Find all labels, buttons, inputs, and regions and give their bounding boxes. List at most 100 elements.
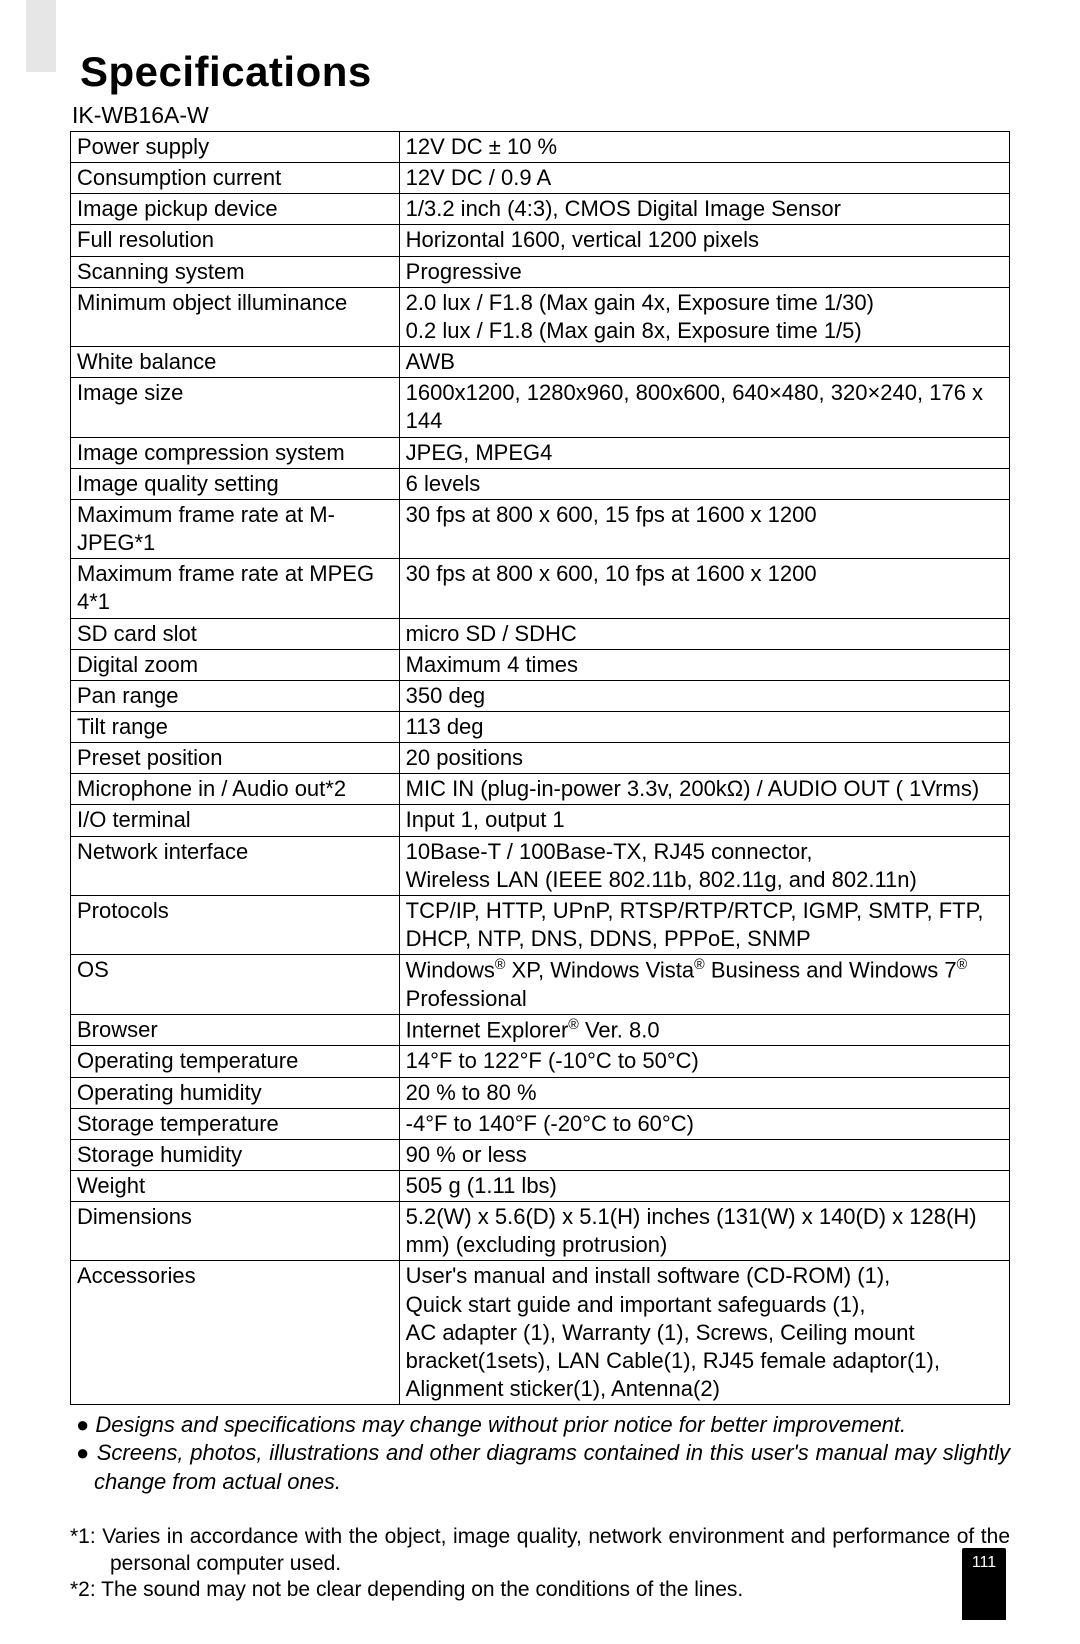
- spec-value: 30 fps at 800 x 600, 10 fps at 1600 x 12…: [399, 559, 1009, 618]
- note-item: Screens, photos, illustrations and other…: [70, 1439, 1010, 1495]
- footnote-item: *1: Varies in accordance with the object…: [70, 1524, 1010, 1578]
- table-row: Storage humidity90 % or less: [71, 1139, 1010, 1170]
- spec-value: 10Base-T / 100Base-TX, RJ45 connector,Wi…: [399, 836, 1009, 895]
- spec-value: -4°F to 140°F (-20°C to 60°C): [399, 1108, 1009, 1139]
- spec-value: TCP/IP, HTTP, UPnP, RTSP/RTP/RTCP, IGMP,…: [399, 895, 1009, 954]
- page: Specifications IK-WB16A-W Power supply12…: [0, 0, 1080, 1644]
- spec-key: Consumption current: [71, 163, 400, 194]
- spec-key: Operating humidity: [71, 1077, 400, 1108]
- spec-value: 350 deg: [399, 680, 1009, 711]
- spec-key: I/O terminal: [71, 805, 400, 836]
- spec-value: 6 levels: [399, 468, 1009, 499]
- table-row: Digital zoomMaximum 4 times: [71, 649, 1010, 680]
- spec-value: Progressive: [399, 256, 1009, 287]
- notes-list: Designs and specifications may change wi…: [70, 1411, 1010, 1495]
- table-row: Scanning systemProgressive: [71, 256, 1010, 287]
- spec-key: Storage temperature: [71, 1108, 400, 1139]
- spec-table: Power supply12V DC ± 10 %Consumption cur…: [70, 131, 1010, 1405]
- spec-key: Storage humidity: [71, 1139, 400, 1170]
- table-row: Dimensions5.2(W) x 5.6(D) x 5.1(H) inche…: [71, 1202, 1010, 1261]
- spec-value: 1/3.2 inch (4:3), CMOS Digital Image Sen…: [399, 194, 1009, 225]
- side-tab: [26, 0, 56, 72]
- spec-key: Scanning system: [71, 256, 400, 287]
- table-row: I/O terminalInput 1, output 1: [71, 805, 1010, 836]
- footnote-item: *2: The sound may not be clear depending…: [70, 1577, 1010, 1604]
- spec-value: 1600x1200, 1280x960, 800x600, 640×480, 3…: [399, 378, 1009, 437]
- page-number-badge: 111: [962, 1548, 1006, 1620]
- spec-key: Dimensions: [71, 1202, 400, 1261]
- spec-value: 14°F to 122°F (-10°C to 50°C): [399, 1046, 1009, 1077]
- spec-key: Accessories: [71, 1261, 400, 1405]
- spec-key: SD card slot: [71, 618, 400, 649]
- spec-key: Protocols: [71, 895, 400, 954]
- spec-key: White balance: [71, 347, 400, 378]
- table-row: Consumption current12V DC / 0.9 A: [71, 163, 1010, 194]
- table-row: Power supply12V DC ± 10 %: [71, 132, 1010, 163]
- spec-key: Image size: [71, 378, 400, 437]
- spec-key: Pan range: [71, 680, 400, 711]
- table-row: Maximum frame rate at M-JPEG*130 fps at …: [71, 499, 1010, 558]
- spec-value: MIC IN (plug-in-power 3.3v, 200kΩ) / AUD…: [399, 774, 1009, 805]
- table-row: SD card slotmicro SD / SDHC: [71, 618, 1010, 649]
- table-row: Image size1600x1200, 1280x960, 800x600, …: [71, 378, 1010, 437]
- spec-value: Maximum 4 times: [399, 649, 1009, 680]
- spec-key: Tilt range: [71, 711, 400, 742]
- page-title: Specifications: [80, 48, 1010, 96]
- spec-key: Image compression system: [71, 437, 400, 468]
- spec-key: Full resolution: [71, 225, 400, 256]
- spec-value: 113 deg: [399, 711, 1009, 742]
- spec-value: 2.0 lux / F1.8 (Max gain 4x, Exposure ti…: [399, 287, 1009, 346]
- table-row: Preset position20 positions: [71, 743, 1010, 774]
- spec-value: 505 g (1.11 lbs): [399, 1170, 1009, 1201]
- table-row: Operating temperature14°F to 122°F (-10°…: [71, 1046, 1010, 1077]
- table-row: AccessoriesUser's manual and install sof…: [71, 1261, 1010, 1405]
- page-number: 111: [972, 1554, 996, 1572]
- table-row: Maximum frame rate at MPEG 4*130 fps at …: [71, 559, 1010, 618]
- spec-key: Weight: [71, 1170, 400, 1201]
- table-row: Image pickup device1/3.2 inch (4:3), CMO…: [71, 194, 1010, 225]
- table-row: Tilt range113 deg: [71, 711, 1010, 742]
- spec-key: Browser: [71, 1014, 400, 1045]
- spec-value: 5.2(W) x 5.6(D) x 5.1(H) inches (131(W) …: [399, 1202, 1009, 1261]
- spec-key: Maximum frame rate at M-JPEG*1: [71, 499, 400, 558]
- spec-key: Power supply: [71, 132, 400, 163]
- spec-key: OS: [71, 955, 400, 1015]
- table-row: White balanceAWB: [71, 347, 1010, 378]
- spec-key: Operating temperature: [71, 1046, 400, 1077]
- table-row: Operating humidity20 % to 80 %: [71, 1077, 1010, 1108]
- table-row: Microphone in / Audio out*2MIC IN (plug-…: [71, 774, 1010, 805]
- spec-value: 90 % or less: [399, 1139, 1009, 1170]
- spec-value: User's manual and install software (CD-R…: [399, 1261, 1009, 1405]
- table-row: Weight505 g (1.11 lbs): [71, 1170, 1010, 1201]
- table-row: Image compression systemJPEG, MPEG4: [71, 437, 1010, 468]
- spec-key: Microphone in / Audio out*2: [71, 774, 400, 805]
- spec-value: JPEG, MPEG4: [399, 437, 1009, 468]
- spec-value: 12V DC / 0.9 A: [399, 163, 1009, 194]
- table-row: Image quality setting6 levels: [71, 468, 1010, 499]
- spec-value: Horizontal 1600, vertical 1200 pixels: [399, 225, 1009, 256]
- table-row: Pan range350 deg: [71, 680, 1010, 711]
- spec-value: Internet Explorer® Ver. 8.0: [399, 1014, 1009, 1045]
- note-item: Designs and specifications may change wi…: [70, 1411, 1010, 1439]
- spec-key: Image pickup device: [71, 194, 400, 225]
- spec-value: AWB: [399, 347, 1009, 378]
- spec-value: 12V DC ± 10 %: [399, 132, 1009, 163]
- table-row: Minimum object illuminance2.0 lux / F1.8…: [71, 287, 1010, 346]
- table-row: OSWindows® XP, Windows Vista® Business a…: [71, 955, 1010, 1015]
- model-number: IK-WB16A-W: [72, 102, 1010, 129]
- table-row: Storage temperature-4°F to 140°F (-20°C …: [71, 1108, 1010, 1139]
- table-row: ProtocolsTCP/IP, HTTP, UPnP, RTSP/RTP/RT…: [71, 895, 1010, 954]
- table-row: Network interface10Base-T / 100Base-TX, …: [71, 836, 1010, 895]
- spec-value: micro SD / SDHC: [399, 618, 1009, 649]
- table-row: Full resolutionHorizontal 1600, vertical…: [71, 225, 1010, 256]
- spec-key: Minimum object illuminance: [71, 287, 400, 346]
- spec-value: 30 fps at 800 x 600, 15 fps at 1600 x 12…: [399, 499, 1009, 558]
- spec-table-body: Power supply12V DC ± 10 %Consumption cur…: [71, 132, 1010, 1405]
- footnotes: *1: Varies in accordance with the object…: [70, 1524, 1010, 1605]
- spec-value: Input 1, output 1: [399, 805, 1009, 836]
- spec-key: Digital zoom: [71, 649, 400, 680]
- spec-value: 20 % to 80 %: [399, 1077, 1009, 1108]
- spec-key: Image quality setting: [71, 468, 400, 499]
- spec-key: Maximum frame rate at MPEG 4*1: [71, 559, 400, 618]
- spec-value: 20 positions: [399, 743, 1009, 774]
